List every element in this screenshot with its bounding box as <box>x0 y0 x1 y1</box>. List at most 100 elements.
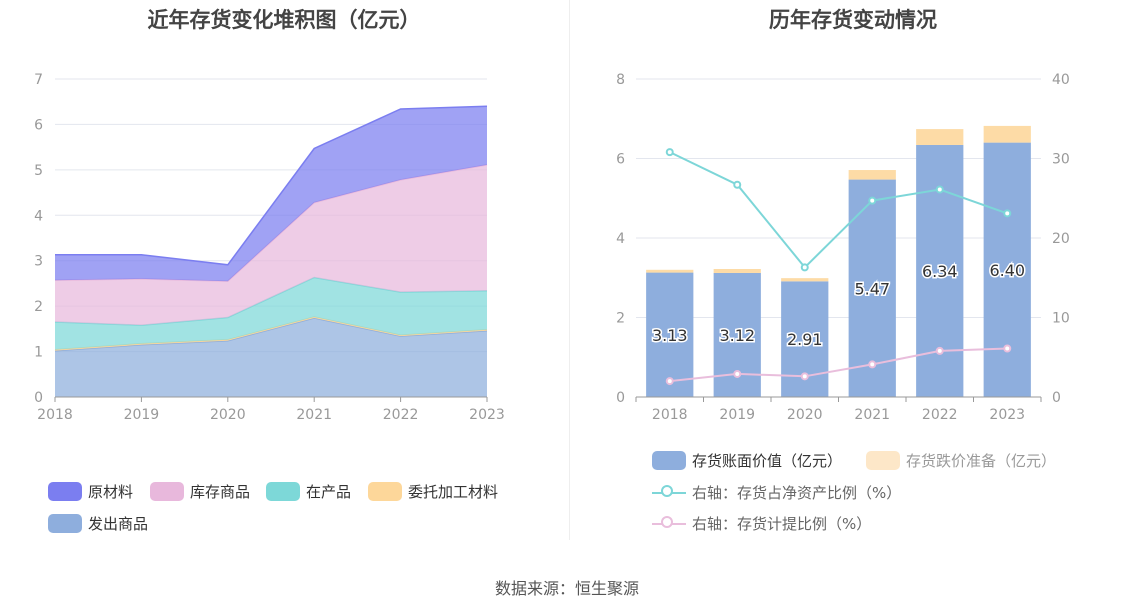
legend-label: 委托加工材料 <box>408 483 499 501</box>
x-tick-label: 2019 <box>719 407 755 423</box>
y2-tick-label: 10 <box>1052 311 1070 327</box>
legend-swatch <box>652 451 686 470</box>
bar-value-label: 5.47 <box>854 279 890 298</box>
y-tick-label: 0 <box>616 390 625 406</box>
right-chart-title: 历年存货变动情况 <box>769 8 937 32</box>
line-provision-ratio <box>669 347 1008 383</box>
line-point <box>665 148 674 157</box>
stacked-area-chart: 0 1 2 3 4 5 6 7 2018 2019 2020 2021 2022 2023 <box>34 72 505 423</box>
bar-value-label: 6.40 <box>989 261 1025 280</box>
line-point <box>800 372 809 381</box>
y-tick-label: 2 <box>34 299 43 315</box>
y2-tick-label: 20 <box>1052 231 1070 247</box>
legend-item-raw-materials[interactable]: 原材料 <box>48 481 133 502</box>
area-在产品 <box>55 277 487 350</box>
data-source-note: 数据来源：恒生聚源 <box>494 579 639 598</box>
area-edge-原材料 <box>55 105 488 266</box>
bar-value-label: 3.12 <box>719 326 755 345</box>
legend-label: 库存商品 <box>190 483 251 501</box>
x-tick-label: 2022 <box>922 407 958 423</box>
legend-item-finished-goods[interactable]: 库存商品 <box>150 481 250 502</box>
y-tick-label: 5 <box>34 163 43 179</box>
y-tick-label: 1 <box>34 345 43 361</box>
x-tick-label: 2021 <box>854 407 890 423</box>
x-tick-label: 2023 <box>989 407 1025 423</box>
x-tick-label: 2023 <box>469 407 505 423</box>
legend-label: 存货账面价值（亿元） <box>692 452 843 470</box>
legend-item-consigned-materials[interactable]: 委托加工材料 <box>368 481 498 502</box>
area-发出商品 <box>55 318 487 397</box>
line-point <box>1003 344 1012 353</box>
bar-impairment <box>646 269 694 273</box>
left-chart-panel: 近年存货变化堆积图（亿元） 0 1 2 3 4 5 6 7 2018 2019 2020 2021 20… <box>0 0 568 560</box>
legend-item-net-asset-ratio[interactable]: 右轴：存货占净资产比例（%） <box>652 482 901 503</box>
line-point <box>935 185 944 194</box>
bar-value-label: 6.34 <box>922 262 958 281</box>
y-tick-label: 2 <box>616 311 625 327</box>
y-tick-label: 6 <box>616 152 625 168</box>
bar-impairment <box>781 278 829 282</box>
legend-item-book-value[interactable]: 存货账面价值（亿元） <box>652 450 842 471</box>
legend-item-goods-shipped[interactable]: 发出商品 <box>48 513 148 534</box>
y-tick-label: 4 <box>34 208 43 224</box>
legend-label: 原材料 <box>88 483 134 501</box>
y-tick-label: 8 <box>616 72 625 88</box>
legend-label: 右轴：存货占净资产比例（%） <box>692 484 902 502</box>
line-point <box>935 346 944 355</box>
line-point <box>1003 209 1012 218</box>
x-tick-label: 2021 <box>296 407 332 423</box>
legend-swatch <box>48 514 82 533</box>
left-chart-title: 近年存货变化堆积图（亿元） <box>147 8 421 32</box>
legend-item-provision-ratio[interactable]: 右轴：存货计提比例（%） <box>652 513 871 534</box>
area-原材料 <box>55 106 487 282</box>
bar-value-label: 3.13 <box>652 326 688 345</box>
panel-divider <box>569 0 570 540</box>
line-point <box>665 377 674 386</box>
legend-swatch <box>150 482 184 501</box>
legend-line-swatch <box>652 483 686 502</box>
bar-value-label: 2.91 <box>787 330 823 349</box>
line-point <box>800 263 809 272</box>
right-chart-panel: 历年存货变动情况 0 2 4 6 8 0 10 20 30 40 3.13 3.12 2.91 5.47 6… <box>572 0 1134 560</box>
y-tick-label: 0 <box>34 390 43 406</box>
legend-swatch <box>48 482 82 501</box>
legend-label: 在产品 <box>306 483 352 501</box>
y2-tick-label: 30 <box>1052 152 1070 168</box>
y-tick-label: 7 <box>34 72 43 88</box>
legend-swatch <box>866 451 900 470</box>
area-库存商品 <box>55 164 487 326</box>
bar-impairment <box>916 129 964 145</box>
line-point <box>733 369 742 378</box>
y2-tick-label: 0 <box>1052 390 1061 406</box>
bar-impairment <box>983 125 1031 143</box>
left-legend: 原材料 库存商品 在产品 委托加工材料 发出商品 <box>0 0 568 560</box>
line-point <box>868 360 877 369</box>
line-point <box>868 196 877 205</box>
line-point <box>733 180 742 189</box>
bar-line-combo-chart: 0 2 4 6 8 0 10 20 30 40 3.13 3.12 2.91 5.47 6.34 6.40 20… <box>616 72 1070 423</box>
legend-label: 右轴：存货计提比例（%） <box>692 515 872 533</box>
y-tick-label: 6 <box>34 117 43 133</box>
bar-impairment <box>713 269 761 273</box>
legend-item-work-in-progress[interactable]: 在产品 <box>266 481 351 502</box>
legend-item-impairment[interactable]: 存货跌价准备（亿元） <box>866 450 1056 471</box>
x-tick-label: 2019 <box>124 407 160 423</box>
line-net-asset-ratio <box>669 151 1008 269</box>
bar-book-value <box>983 142 1031 397</box>
legend-line-swatch <box>652 514 686 533</box>
legend-swatch <box>266 482 300 501</box>
x-tick-label: 2018 <box>37 407 73 423</box>
y-tick-label: 4 <box>616 231 625 247</box>
y-tick-label: 3 <box>34 254 43 270</box>
y2-tick-label: 40 <box>1052 72 1070 88</box>
legend-swatch <box>368 482 402 501</box>
bar-book-value <box>646 272 694 397</box>
legend-label: 发出商品 <box>88 515 149 533</box>
x-tick-label: 2020 <box>787 407 823 423</box>
bar-impairment <box>848 170 896 180</box>
legend-label: 存货跌价准备（亿元） <box>906 452 1057 470</box>
right-legend: 存货账面价值（亿元） 存货跌价准备（亿元） 右轴：存货占净资产比例（%） 右轴：… <box>572 0 1134 560</box>
x-tick-label: 2018 <box>652 407 688 423</box>
x-tick-label: 2022 <box>383 407 419 423</box>
x-tick-label: 2020 <box>210 407 246 423</box>
